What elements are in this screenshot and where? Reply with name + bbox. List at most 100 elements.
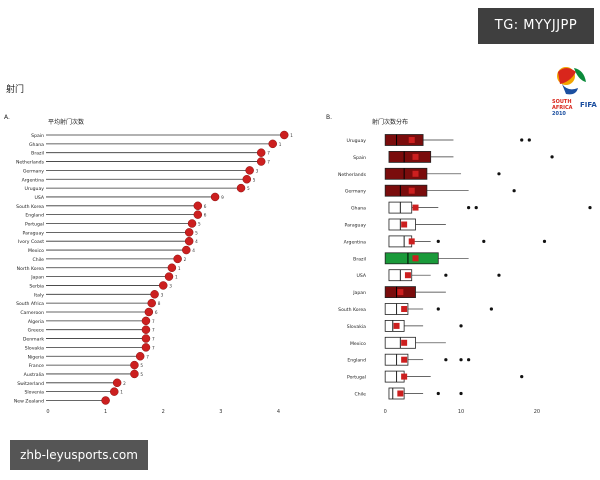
outlier-point <box>459 358 463 362</box>
mean-marker <box>401 356 408 363</box>
lollipop-dot <box>141 343 151 352</box>
category-label: Netherlands <box>338 172 367 178</box>
logo-line-3: 2010 <box>552 111 566 117</box>
category-label: England <box>25 213 44 219</box>
value-label: 7 <box>152 345 155 350</box>
lollipop-dot <box>135 352 145 361</box>
category-label: Argentina <box>344 239 367 245</box>
box <box>384 167 428 180</box>
mean-marker <box>393 322 400 329</box>
value-label: 9 <box>221 195 224 200</box>
box <box>388 151 432 163</box>
outlier-point <box>527 138 531 142</box>
mean-marker <box>401 306 408 312</box>
category-label: Italy <box>34 292 44 298</box>
category-label: North Korea <box>17 266 45 272</box>
lollipop-dot <box>193 201 203 211</box>
outlier-point <box>482 239 486 243</box>
category-label: Uruguay <box>346 138 366 144</box>
category-label: Portugal <box>347 375 366 381</box>
outlier-point <box>467 206 471 210</box>
value-label: 7 <box>152 319 155 324</box>
category-label: England <box>347 358 366 364</box>
value-label: 2 <box>123 381 126 386</box>
lollipop-dot <box>193 210 203 219</box>
lollipop-dot <box>173 254 182 264</box>
outlier-point <box>497 172 501 176</box>
logo-line-1: SOUTH <box>552 99 572 105</box>
box <box>384 184 428 197</box>
boxplot-chart-shot-distribution: B. 射门次数分布 Uruguay Spain Netherlands Germany… <box>326 114 592 415</box>
x-tick-label: 10 <box>458 409 464 415</box>
logo-line-2: AFRICA <box>552 105 573 111</box>
category-label: Japan <box>30 275 44 281</box>
category-label: Netherlands <box>16 160 45 166</box>
lollipop-dot <box>210 192 220 202</box>
site-watermark: zhb-leyusports.com <box>10 440 148 470</box>
lollipop-dot <box>268 139 277 149</box>
category-label: Mexico <box>350 341 366 347</box>
category-label: Algeria <box>28 319 44 325</box>
value-label: 7 <box>267 160 270 165</box>
outlier-point <box>588 206 592 210</box>
category-label: Slovakia <box>25 345 44 351</box>
value-label: 5 <box>247 186 250 191</box>
category-label: New Zealand <box>14 399 44 405</box>
lollipop-dot <box>141 334 151 343</box>
panel-a-title: 平均射门次数 <box>48 118 84 126</box>
lollipop-dot <box>112 378 122 388</box>
mean-marker <box>397 390 404 397</box>
category-label: Australia <box>24 372 45 378</box>
lollipop-dot <box>187 219 197 228</box>
lollipop-dot <box>141 325 151 334</box>
outlier-point <box>497 273 501 277</box>
lollipop-dot <box>184 236 194 246</box>
mean-marker <box>408 137 415 143</box>
x-tick-label: 0 <box>46 409 49 415</box>
category-label: Spain <box>31 133 44 139</box>
lollipop-dot <box>130 369 139 379</box>
lollipop-dot <box>236 183 246 193</box>
value-label: 3 <box>256 168 259 173</box>
box <box>388 235 413 248</box>
lollipop-dot <box>242 175 252 184</box>
mean-marker <box>412 170 419 177</box>
value-label: 4 <box>192 248 195 253</box>
lollipop-dot <box>256 157 266 166</box>
value-label: 7 <box>152 328 155 333</box>
mean-marker <box>401 221 408 228</box>
value-label: 1 <box>279 142 282 147</box>
category-label: Portugal <box>25 222 44 228</box>
value-label: 1 <box>175 275 178 280</box>
lollipop-dot <box>256 148 266 157</box>
mean-marker <box>412 204 419 211</box>
x-tick-label: 4 <box>277 409 280 415</box>
outlier-point <box>444 358 448 362</box>
x-tick-label: 2 <box>162 409 165 415</box>
category-label: South Africa <box>16 301 44 307</box>
mean-marker <box>408 187 415 194</box>
lollipop-dot <box>150 290 159 299</box>
value-label: 5 <box>195 230 198 235</box>
mean-marker <box>412 255 419 262</box>
lollipop-dot <box>164 272 174 281</box>
category-label: Ivory Coast <box>18 239 44 245</box>
value-label: 8 <box>158 301 161 306</box>
x-tick-label: 20 <box>534 409 540 415</box>
outlier-point <box>512 189 516 193</box>
category-label: Nigeria <box>28 354 45 360</box>
category-label: Ghana <box>29 142 44 148</box>
world-cup-logo: SOUTH AFRICA 2010 FIFA <box>548 62 598 118</box>
category-label: France <box>29 363 44 369</box>
category-label: Ghana <box>351 206 366 212</box>
mean-marker <box>408 238 415 245</box>
panel-b-label: B. <box>326 114 332 121</box>
lollipop-dot <box>184 228 194 237</box>
category-label: Paraguay <box>23 230 45 236</box>
value-label: 3 <box>169 283 172 288</box>
category-label: Germany <box>345 189 366 195</box>
lollipop-dot <box>279 130 289 140</box>
category-label: Denmark <box>23 337 44 343</box>
x-tick-label: 0 <box>384 409 387 415</box>
box <box>384 252 439 265</box>
